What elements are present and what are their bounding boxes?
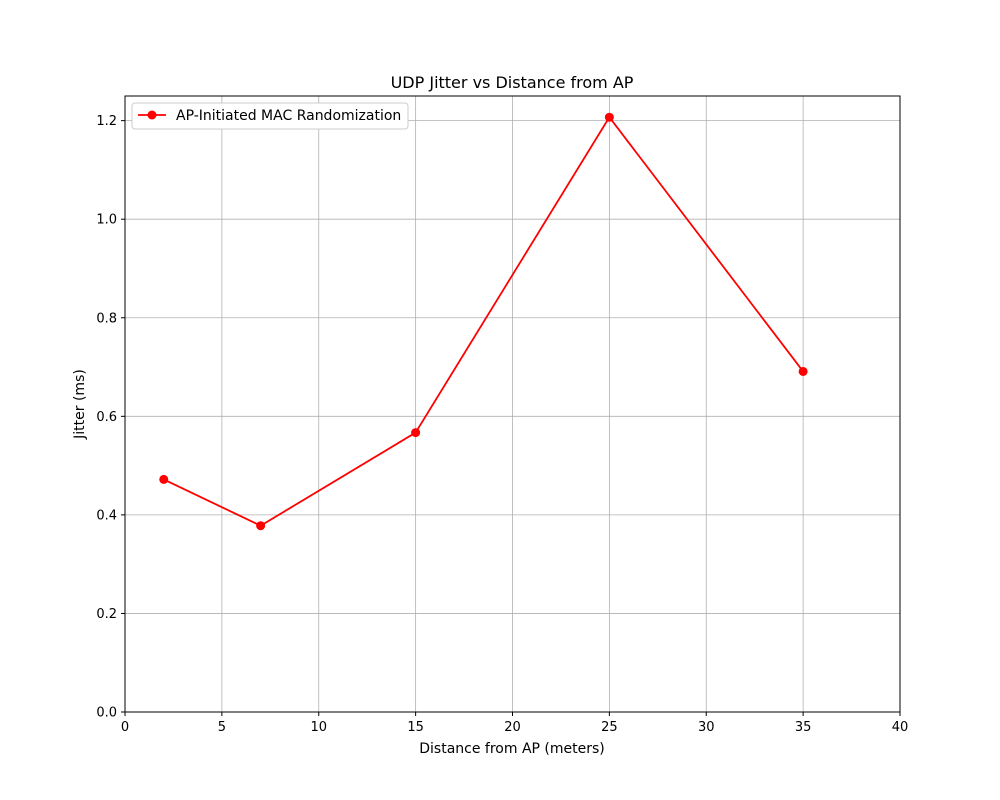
x-tick-label: 5 <box>218 720 226 735</box>
y-tick-label: 1.0 <box>96 213 117 228</box>
y-tick-label: 0.4 <box>96 508 117 523</box>
x-tick-label: 25 <box>601 720 618 735</box>
series-layer <box>159 112 808 531</box>
y-tick-label: 1.2 <box>96 114 117 129</box>
x-tick-label: 40 <box>892 720 909 735</box>
legend-label: AP-Initiated MAC Randomization <box>176 108 401 124</box>
y-tick-label: 0.0 <box>96 706 117 721</box>
x-tick-label: 35 <box>795 720 812 735</box>
x-tick-label: 30 <box>698 720 715 735</box>
data-point <box>411 428 421 438</box>
legend-box <box>131 102 409 130</box>
chart-title: UDP Jitter vs Distance from AP <box>391 73 634 92</box>
data-point <box>159 474 169 484</box>
x-axis-label: Distance from AP (meters) <box>419 741 605 757</box>
x-tick-label: 20 <box>504 720 521 735</box>
y-tick-label: 0.2 <box>96 607 117 622</box>
legend-marker <box>147 110 157 120</box>
x-tick-label: 10 <box>310 720 327 735</box>
y-tick-label: 0.8 <box>96 311 117 326</box>
data-point <box>604 112 614 122</box>
legend: AP-Initiated MAC Randomization <box>131 102 409 130</box>
x-tick-label: 0 <box>121 720 129 735</box>
y-tick-label: 0.6 <box>96 410 117 425</box>
data-point <box>798 366 808 376</box>
x-tick-label: 15 <box>407 720 424 735</box>
y-axis-ticks: 0.0 0.2 0.4 0.6 0.8 1.0 1.2 <box>96 114 125 721</box>
y-axis-label: Jitter (ms) <box>72 369 88 440</box>
x-axis-ticks: 0 5 10 15 20 25 30 35 40 <box>121 712 908 735</box>
data-point <box>256 521 266 531</box>
